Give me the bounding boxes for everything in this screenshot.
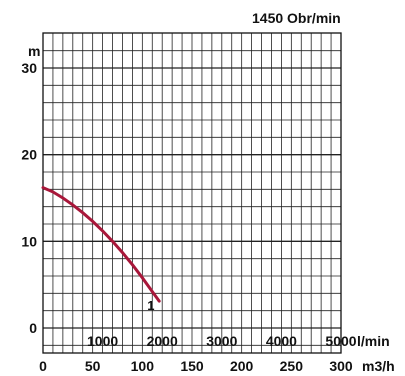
x-tick-label-m3h: 300 bbox=[329, 358, 353, 374]
x-tick-label-lpm: 5000 bbox=[325, 333, 356, 349]
x-tick-label-m3h: 50 bbox=[85, 358, 101, 374]
pump-curve-label: 1 bbox=[147, 298, 154, 313]
y-tick-label: 10 bbox=[21, 233, 37, 249]
tick-labels: 0 10 20 30 1000 2000 3000 4000 5000 0 50 100 150 200 2… bbox=[21, 60, 356, 374]
y-tick-label: 0 bbox=[29, 320, 37, 336]
x-tick-label-m3h: 200 bbox=[230, 358, 254, 374]
x-tick-label-lpm: 2000 bbox=[147, 333, 178, 349]
y-tick-label: 20 bbox=[21, 147, 37, 163]
x-tick-label-lpm: 4000 bbox=[266, 333, 297, 349]
x-axis-label-m3h: m3/h bbox=[362, 358, 395, 374]
x-tick-label-m3h: 150 bbox=[180, 358, 204, 374]
x-tick-label-lpm: 3000 bbox=[206, 333, 237, 349]
chart-grid bbox=[42, 33, 342, 353]
x-tick-label-m3h: 0 bbox=[39, 358, 47, 374]
x-tick-label-lpm: 1000 bbox=[87, 333, 118, 349]
plot-frame bbox=[42, 32, 342, 354]
x-tick-label-m3h: 100 bbox=[131, 358, 155, 374]
x-tick-label-m3h: 250 bbox=[280, 358, 304, 374]
x-axis-label-lpm: l/min bbox=[357, 333, 390, 349]
pump-curve-line bbox=[41, 186, 161, 303]
y-axis-label: m bbox=[28, 43, 40, 59]
y-tick-label: 30 bbox=[21, 60, 37, 76]
chart-title: 1450 Obr/min bbox=[252, 10, 341, 26]
